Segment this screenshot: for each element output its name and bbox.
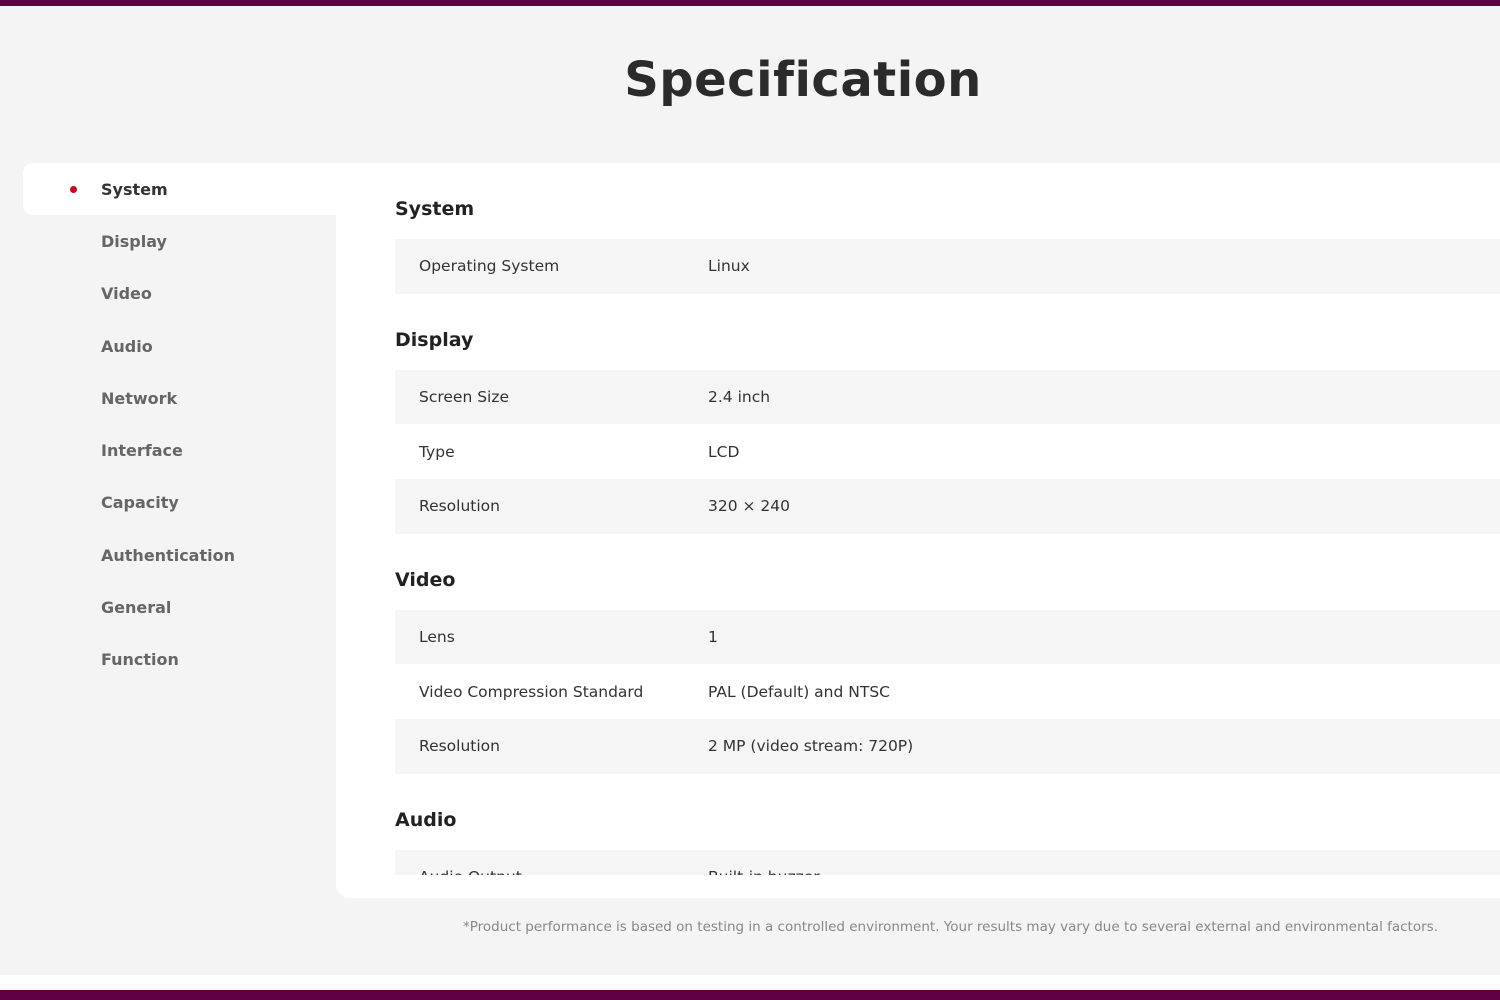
- sidebar-item-label: Video: [101, 284, 152, 304]
- sidebar-item-authentication[interactable]: Authentication: [23, 529, 336, 581]
- spec-key: Audio Output: [395, 868, 708, 875]
- sidebar-item-label: Display: [101, 231, 167, 251]
- spec-key: Lens: [419, 628, 455, 647]
- section-title: System: [395, 198, 475, 220]
- section-title: Audio: [395, 808, 457, 831]
- sidebar-item-function[interactable]: Function: [23, 634, 336, 686]
- table-row: Lens 1: [395, 609, 1500, 665]
- table-row: Audio OutputBuilt-in buzzer: [395, 849, 1500, 875]
- sidebar-item-display[interactable]: Display: [23, 215, 336, 267]
- sidebar-item-label: Function: [101, 650, 179, 670]
- section-title: Video: [395, 568, 456, 591]
- spec-value: PAL (Default) and NTSC: [708, 682, 890, 701]
- spec-section-display: Display Screen Size 2.4 inch Type LCD Resolut…: [395, 294, 1500, 534]
- spec-value: Linux: [708, 257, 750, 276]
- active-dot-icon: [70, 186, 77, 193]
- spec-sidebar-nav: System Display Video Audio Network Interface C…: [23, 163, 336, 686]
- sidebar-item-label: System: [101, 179, 168, 199]
- table-row: Type LCD: [395, 424, 1500, 479]
- sidebar-item-general[interactable]: General: [23, 581, 336, 633]
- sidebar-item-label: Capacity: [101, 493, 179, 513]
- table-row: Operating System Linux: [395, 239, 1500, 294]
- spec-value: 1: [708, 628, 718, 647]
- table-row: Screen Size 2.4 inch: [395, 369, 1500, 425]
- sidebar-item-video[interactable]: Video: [23, 268, 336, 320]
- sidebar-item-network[interactable]: Network: [23, 372, 336, 424]
- table-row: Resolution 2 MP (video stream: 720P): [395, 719, 1500, 774]
- spec-table: Screen Size 2.4 inch Type LCD Resolution 320 …: [395, 369, 1500, 534]
- sidebar-item-label: General: [101, 598, 172, 618]
- sidebar-item-audio[interactable]: Audio: [23, 320, 336, 372]
- sidebar-item-label: Audio: [101, 336, 153, 356]
- sidebar-item-interface[interactable]: Interface: [23, 424, 336, 476]
- page-title: Specification: [624, 52, 982, 108]
- spec-key: Screen Size: [419, 388, 510, 407]
- sidebar-item-label: Interface: [101, 441, 183, 461]
- spec-scroll-area[interactable]: System Operating System Linux Display Screen…: [395, 163, 1500, 875]
- spec-key: Resolution: [419, 737, 500, 756]
- bottom-brand-bar: [0, 990, 1500, 1000]
- top-brand-bar: [0, 0, 1500, 6]
- section-title: Display: [395, 328, 474, 351]
- spec-table: Lens 1 Video Compression Standard PAL (Defa…: [395, 609, 1500, 774]
- sidebar-item-label: Network: [101, 388, 178, 408]
- spec-section-video: Video Lens 1 Video Compression Standard PAL …: [395, 534, 1500, 774]
- spec-content-panel: System Operating System Linux Display Screen…: [336, 163, 1500, 898]
- spec-section-system: System Operating System Linux: [395, 163, 1500, 294]
- spec-key: Operating System: [419, 257, 560, 276]
- spec-table: Audio OutputBuilt-in buzzer: [395, 849, 1500, 875]
- spec-value: 320 × 240: [708, 497, 791, 516]
- table-row: Resolution 320 × 240: [395, 479, 1500, 534]
- footnote: *Product performance is based on testing…: [463, 919, 1438, 935]
- sidebar-item-label: Authentication: [101, 545, 235, 565]
- sidebar-item-system[interactable]: System: [23, 163, 336, 216]
- spec-value: Built-in buzzer: [708, 868, 820, 875]
- spec-value: 2 MP (video stream: 720P): [708, 737, 914, 756]
- spec-table: Operating System Linux: [395, 239, 1500, 294]
- sidebar-item-capacity[interactable]: Capacity: [23, 477, 336, 529]
- spec-section-audio: Audio Audio OutputBuilt-in buzzer: [395, 774, 1500, 875]
- table-row: Video Compression Standard PAL (Default) …: [395, 664, 1500, 719]
- spec-key: Resolution: [419, 497, 500, 516]
- spec-key: Type: [419, 442, 455, 461]
- spec-value: 2.4 inch: [708, 388, 771, 407]
- spec-key: Video Compression Standard: [419, 682, 644, 701]
- spec-value: LCD: [708, 442, 740, 461]
